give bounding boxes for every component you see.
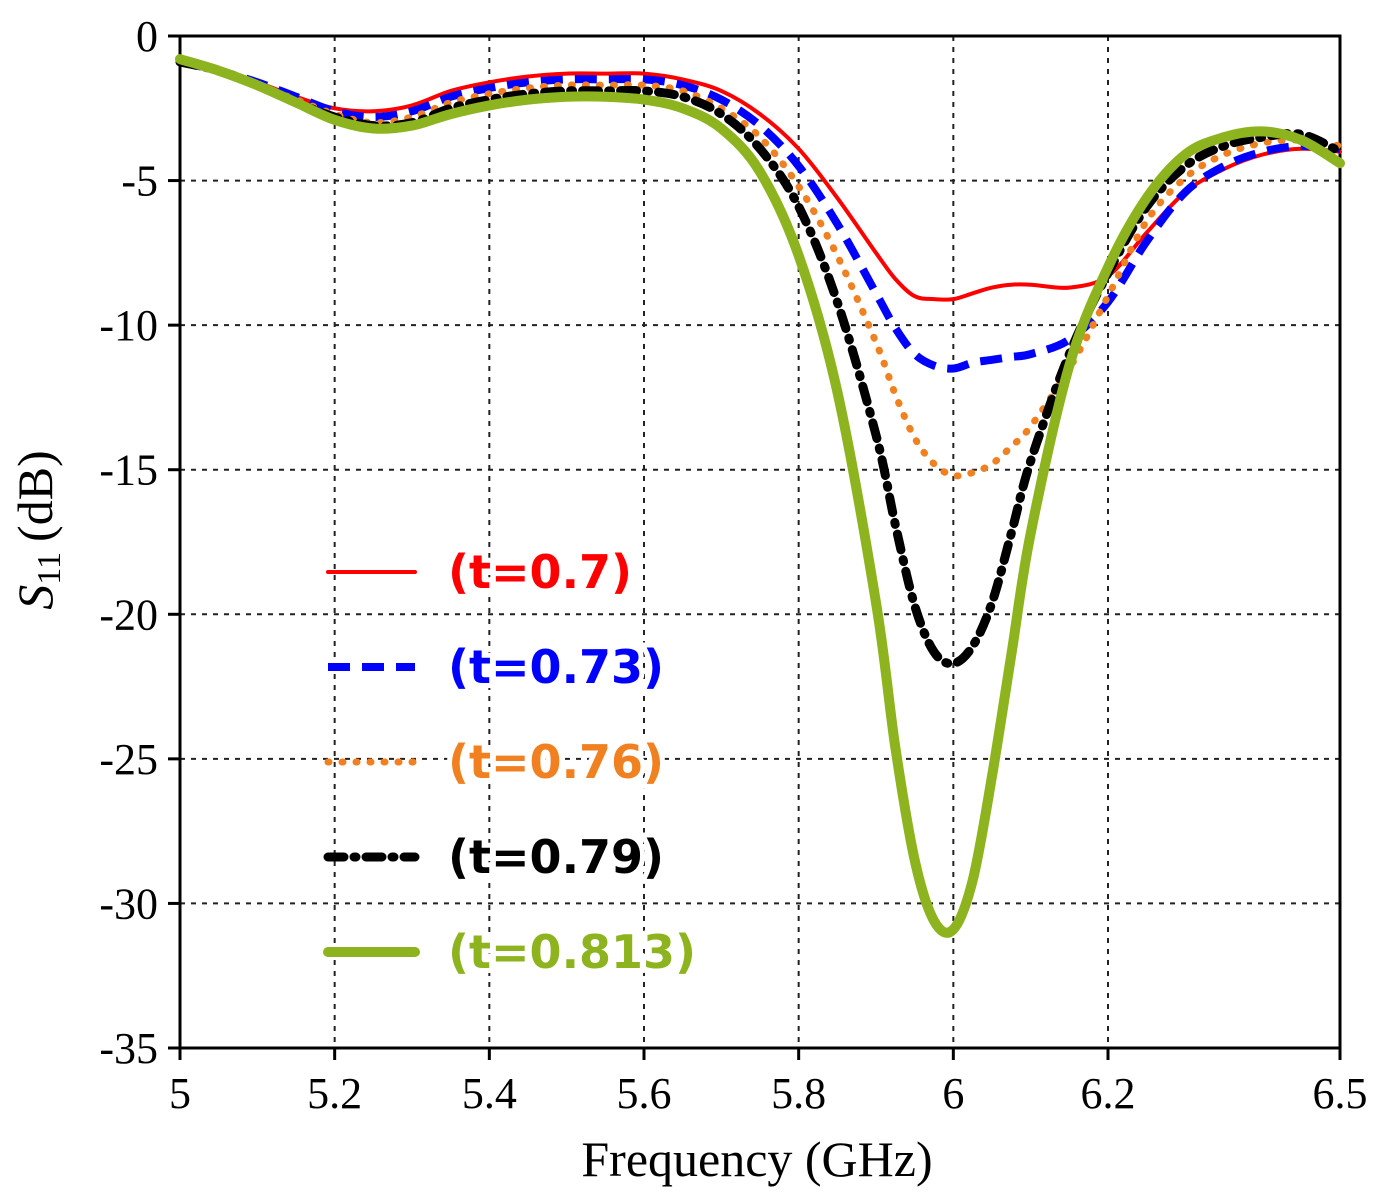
series-line-0	[178, 60, 1342, 302]
y-tick-label: -25	[99, 735, 158, 784]
x-tick-label: 5	[169, 1069, 191, 1118]
y-tick-label: -30	[99, 879, 158, 928]
svg-text:S11(dB): S11 (dB)	[7, 450, 68, 609]
legend-label-1: (t=0.73)	[448, 640, 664, 694]
x-tick-label: 5.4	[462, 1069, 517, 1118]
x-axis-title: Frequency (GHz)	[581, 1131, 932, 1187]
y-tick-label: -10	[99, 301, 158, 350]
plot-area-frame	[178, 34, 1342, 1050]
x-tick-label: 6.5	[1313, 1069, 1368, 1118]
x-tick-label: 5.8	[771, 1069, 826, 1118]
x-tick-label: 5.2	[307, 1069, 362, 1118]
series-lines	[175, 54, 1345, 938]
axis-ticks: 5 5.2 5.4 5.6 5.8 6 6.2 6.5 0 -5 -10 -15 -20 -25 -30 -3…	[99, 12, 1367, 1118]
series-line-2	[176, 58, 1344, 480]
legend-label-3: (t=0.79)	[448, 830, 664, 884]
y-tick-label: -5	[121, 157, 158, 206]
y-axis-unit: (dB)	[7, 450, 63, 542]
y-tick-label: -35	[99, 1024, 158, 1073]
y-axis-subscript: 11	[31, 552, 68, 585]
y-axis-symbol: S	[7, 585, 63, 610]
legend-label-2: (t=0.76)	[448, 735, 664, 789]
legend-label-0: (t=0.7)	[448, 545, 632, 599]
y-tick-label: -20	[99, 590, 158, 639]
x-tick-label: 6.2	[1081, 1069, 1136, 1118]
y-axis-title: S11 (dB)	[7, 450, 68, 609]
x-tick-label: 5.6	[617, 1069, 672, 1118]
legend-label-4: (t=0.813)	[448, 925, 696, 979]
x-tick-label: 6	[942, 1069, 964, 1118]
legend: (t=0.7) (t=0.73) (t=0.76) (t=0.79) (t=0.813)	[323, 540, 701, 984]
y-tick-label: 0	[136, 12, 158, 61]
series-line-4	[175, 54, 1345, 938]
y-tick-label: -15	[99, 446, 158, 495]
series-line-1	[179, 58, 1341, 373]
